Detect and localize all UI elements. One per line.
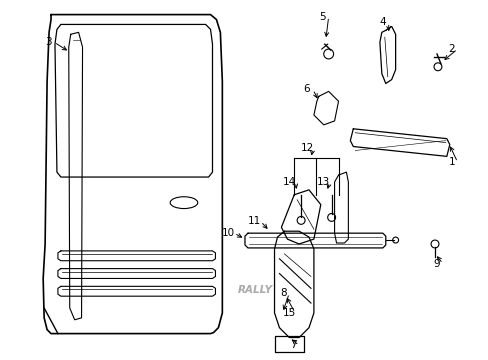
Text: RALLY: RALLY bbox=[238, 285, 273, 295]
Text: 11: 11 bbox=[248, 216, 261, 226]
Text: 13: 13 bbox=[317, 177, 330, 187]
Text: 3: 3 bbox=[45, 37, 51, 47]
Text: 2: 2 bbox=[447, 44, 454, 54]
Text: 8: 8 bbox=[280, 288, 286, 298]
Text: 14: 14 bbox=[282, 177, 295, 187]
Text: 4: 4 bbox=[379, 18, 386, 27]
Text: 12: 12 bbox=[300, 144, 313, 153]
Text: 5: 5 bbox=[319, 12, 325, 22]
Text: 9: 9 bbox=[433, 259, 439, 269]
Text: 6: 6 bbox=[303, 84, 310, 94]
Text: 15: 15 bbox=[282, 308, 295, 318]
Text: 7: 7 bbox=[289, 341, 296, 350]
Text: 1: 1 bbox=[447, 157, 454, 167]
Text: 10: 10 bbox=[221, 228, 234, 238]
